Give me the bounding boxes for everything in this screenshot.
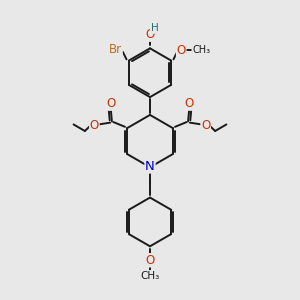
Text: O: O — [146, 254, 154, 267]
Text: O: O — [185, 97, 194, 110]
Text: O: O — [90, 119, 99, 132]
Text: H: H — [151, 23, 158, 33]
Text: Br: Br — [109, 44, 122, 56]
Text: CH₃: CH₃ — [140, 271, 160, 281]
Text: O: O — [106, 97, 115, 110]
Text: N: N — [145, 160, 155, 173]
Text: CH₃: CH₃ — [192, 45, 210, 55]
Text: O: O — [177, 44, 186, 57]
Text: O: O — [201, 119, 210, 132]
Text: O: O — [146, 28, 154, 41]
